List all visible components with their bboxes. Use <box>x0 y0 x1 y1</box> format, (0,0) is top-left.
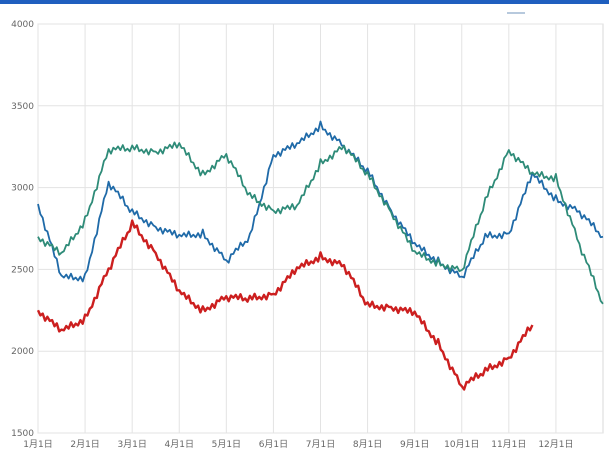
x-tick-label: 6月1日 <box>259 439 288 450</box>
data-point <box>84 317 86 319</box>
data-point <box>413 252 415 254</box>
data-point <box>578 211 580 213</box>
data-point <box>37 235 39 237</box>
data-point <box>413 312 415 314</box>
data-point <box>131 222 133 224</box>
data-point <box>178 144 180 146</box>
y-tick-label: 3000 <box>11 184 34 194</box>
x-tick-label: 10月1日 <box>444 439 479 450</box>
data-point <box>178 291 180 293</box>
y-tick-label: 4000 <box>11 20 34 30</box>
data-point <box>178 235 180 237</box>
data-point <box>602 303 604 305</box>
series-line-2 <box>37 141 604 305</box>
data-point <box>37 203 39 205</box>
data-point <box>60 253 62 255</box>
data-point <box>343 146 345 148</box>
data-point <box>555 198 557 200</box>
data-point <box>366 173 368 175</box>
top-border <box>0 0 609 4</box>
x-tick-label: 7月1日 <box>306 439 335 450</box>
data-point <box>155 226 157 228</box>
y-tick-label: 2000 <box>11 347 34 357</box>
data-point <box>131 147 133 149</box>
data-point <box>84 276 86 278</box>
data-point <box>461 270 463 272</box>
data-point <box>296 144 298 146</box>
data-point <box>555 177 557 179</box>
data-point <box>437 262 439 264</box>
x-tick-label: 4月1日 <box>165 439 194 450</box>
data-point <box>319 162 321 164</box>
data-point <box>296 206 298 208</box>
data-point <box>531 173 533 175</box>
x-tick-label: 3月1日 <box>117 439 146 450</box>
y-tick-label: 1500 <box>11 429 34 439</box>
data-point <box>343 265 345 267</box>
series-line-3 <box>36 219 534 391</box>
data-point <box>296 268 298 270</box>
data-point <box>84 219 86 221</box>
data-point <box>60 330 62 332</box>
watermark-line <box>507 12 525 14</box>
data-point <box>37 309 39 311</box>
data-point <box>225 260 227 262</box>
data-point <box>249 235 251 237</box>
data-point <box>202 173 204 175</box>
data-point <box>131 211 133 213</box>
x-tick-label: 12月1日 <box>538 439 573 450</box>
data-point <box>202 232 204 234</box>
data-point <box>484 199 486 201</box>
data-point <box>272 293 274 295</box>
x-tick-label: 11月1日 <box>491 439 526 450</box>
data-point <box>319 124 321 126</box>
y-tick-label: 3500 <box>11 102 34 112</box>
data-point <box>531 324 533 326</box>
data-point <box>508 232 510 234</box>
x-tick-label: 1月1日 <box>23 439 52 450</box>
x-tick-label: 8月1日 <box>353 439 382 450</box>
data-point <box>155 150 157 152</box>
data-point <box>202 309 204 311</box>
data-point <box>249 298 251 300</box>
data-point <box>225 154 227 156</box>
data-point <box>602 235 604 237</box>
data-point <box>390 211 392 213</box>
data-point <box>484 370 486 372</box>
data-point <box>508 149 510 151</box>
data-point <box>249 195 251 197</box>
data-point <box>461 386 463 388</box>
data-point <box>107 181 109 183</box>
data-point <box>155 252 157 254</box>
data-point <box>272 209 274 211</box>
x-tick-label: 2月1日 <box>70 439 99 450</box>
data-point <box>484 235 486 237</box>
data-point <box>578 244 580 246</box>
data-point <box>413 244 415 246</box>
data-point <box>437 342 439 344</box>
data-point <box>508 357 510 359</box>
x-tick-label: 5月1日 <box>212 439 241 450</box>
x-tick-label: 9月1日 <box>400 439 429 450</box>
data-point <box>390 306 392 308</box>
data-point <box>319 255 321 257</box>
data-point <box>366 304 368 306</box>
data-point <box>60 276 62 278</box>
data-point <box>107 268 109 270</box>
data-point <box>107 149 109 151</box>
data-point <box>225 296 227 298</box>
data-point <box>272 154 274 156</box>
y-tick-label: 2500 <box>11 265 34 275</box>
series-line-1 <box>37 120 604 283</box>
data-point <box>461 276 463 278</box>
